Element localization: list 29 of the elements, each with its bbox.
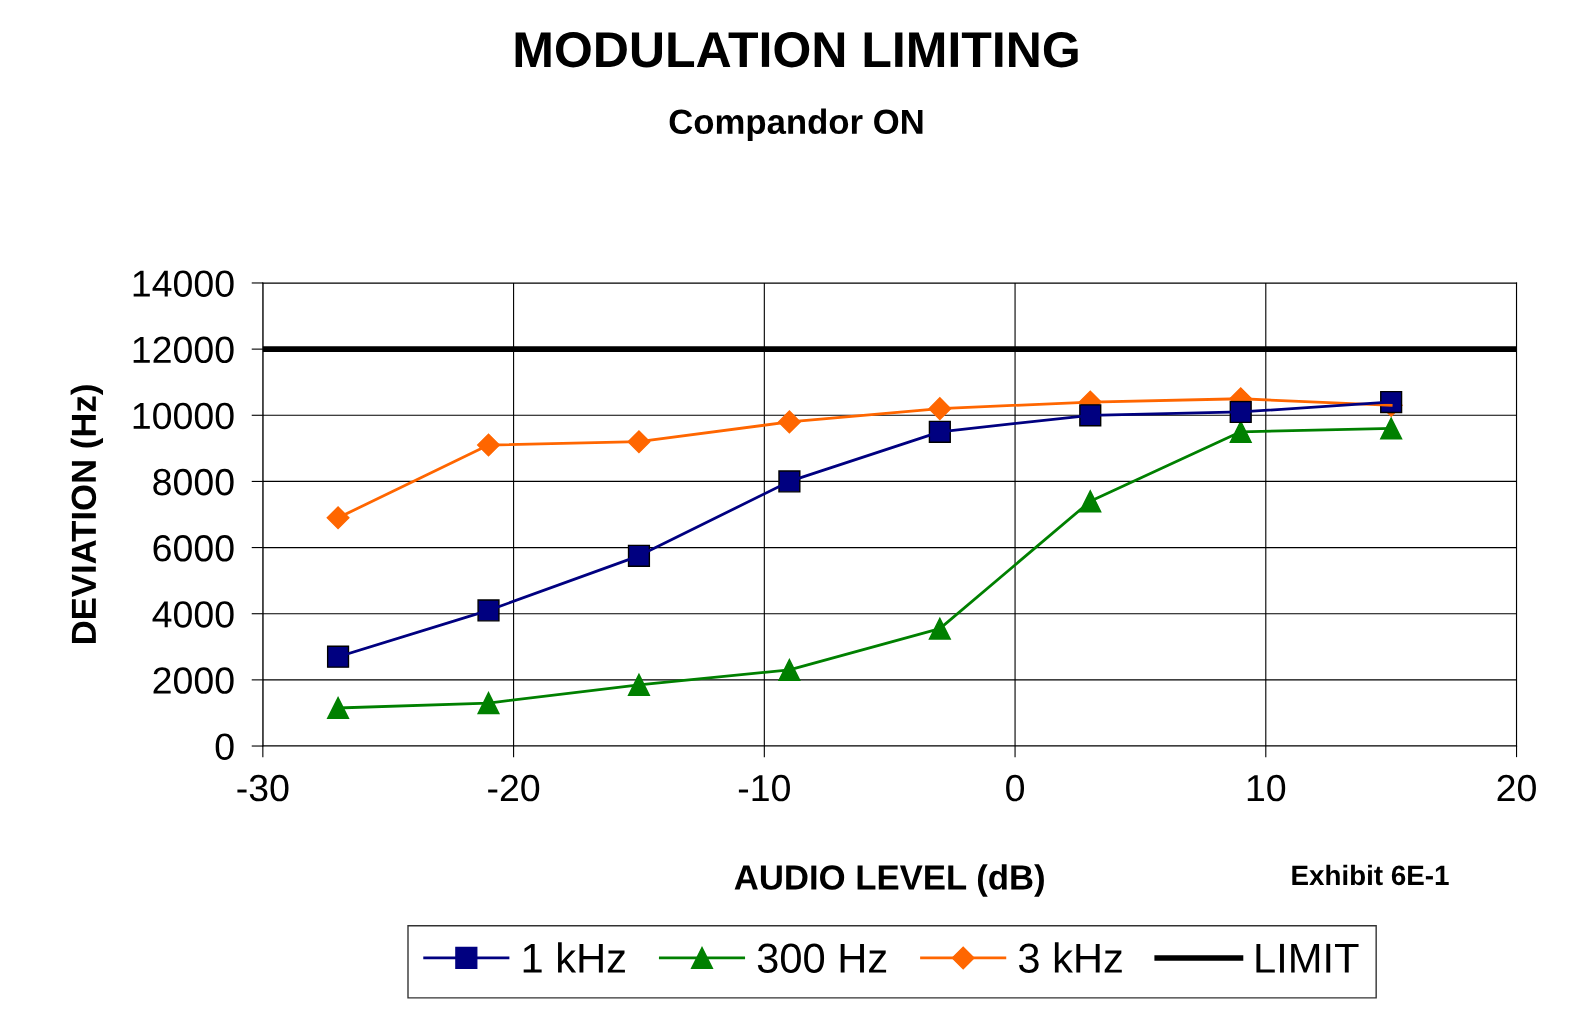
x-tick-label: 0 <box>1006 774 1025 802</box>
x-tick-label: -30 <box>237 774 289 802</box>
y-tick-label: 8000 <box>153 468 234 496</box>
point <box>928 617 951 640</box>
y-tick-label: 0 <box>215 733 234 760</box>
legend-label: 300 Hz <box>757 943 887 973</box>
x-tick-label: 20 <box>1497 774 1536 802</box>
y-tick-label: 12000 <box>133 336 234 364</box>
x-tick-label: -10 <box>738 774 790 802</box>
x-tick-label: 10 <box>1247 774 1286 802</box>
y-tick-label: 10000 <box>133 402 234 430</box>
x-axis-title: AUDIO LEVEL (dB) <box>734 864 1044 897</box>
x-tick-label: -20 <box>488 774 540 802</box>
point <box>326 645 350 668</box>
y-tick-label: 2000 <box>153 667 234 694</box>
legend-label: LIMIT <box>1256 943 1359 973</box>
point <box>1380 417 1403 440</box>
point <box>477 599 500 622</box>
legend-label: 3 kHz <box>1018 942 1122 973</box>
point <box>778 470 801 493</box>
text: Exhibit 6E-1 <box>1292 864 1449 886</box>
chart-subtitle: Compandor ON <box>669 108 923 141</box>
point <box>326 696 350 720</box>
y-tick-label: 6000 <box>153 534 234 562</box>
y-axis-title: DEVIATION (Hz) <box>70 385 104 644</box>
chart-title: MODULATION LIMITING <box>515 31 1078 68</box>
y-tick-label: 14000 <box>133 270 234 297</box>
legend-label: 1 kHz <box>523 942 625 973</box>
y-tick-label: 4000 <box>152 601 234 628</box>
